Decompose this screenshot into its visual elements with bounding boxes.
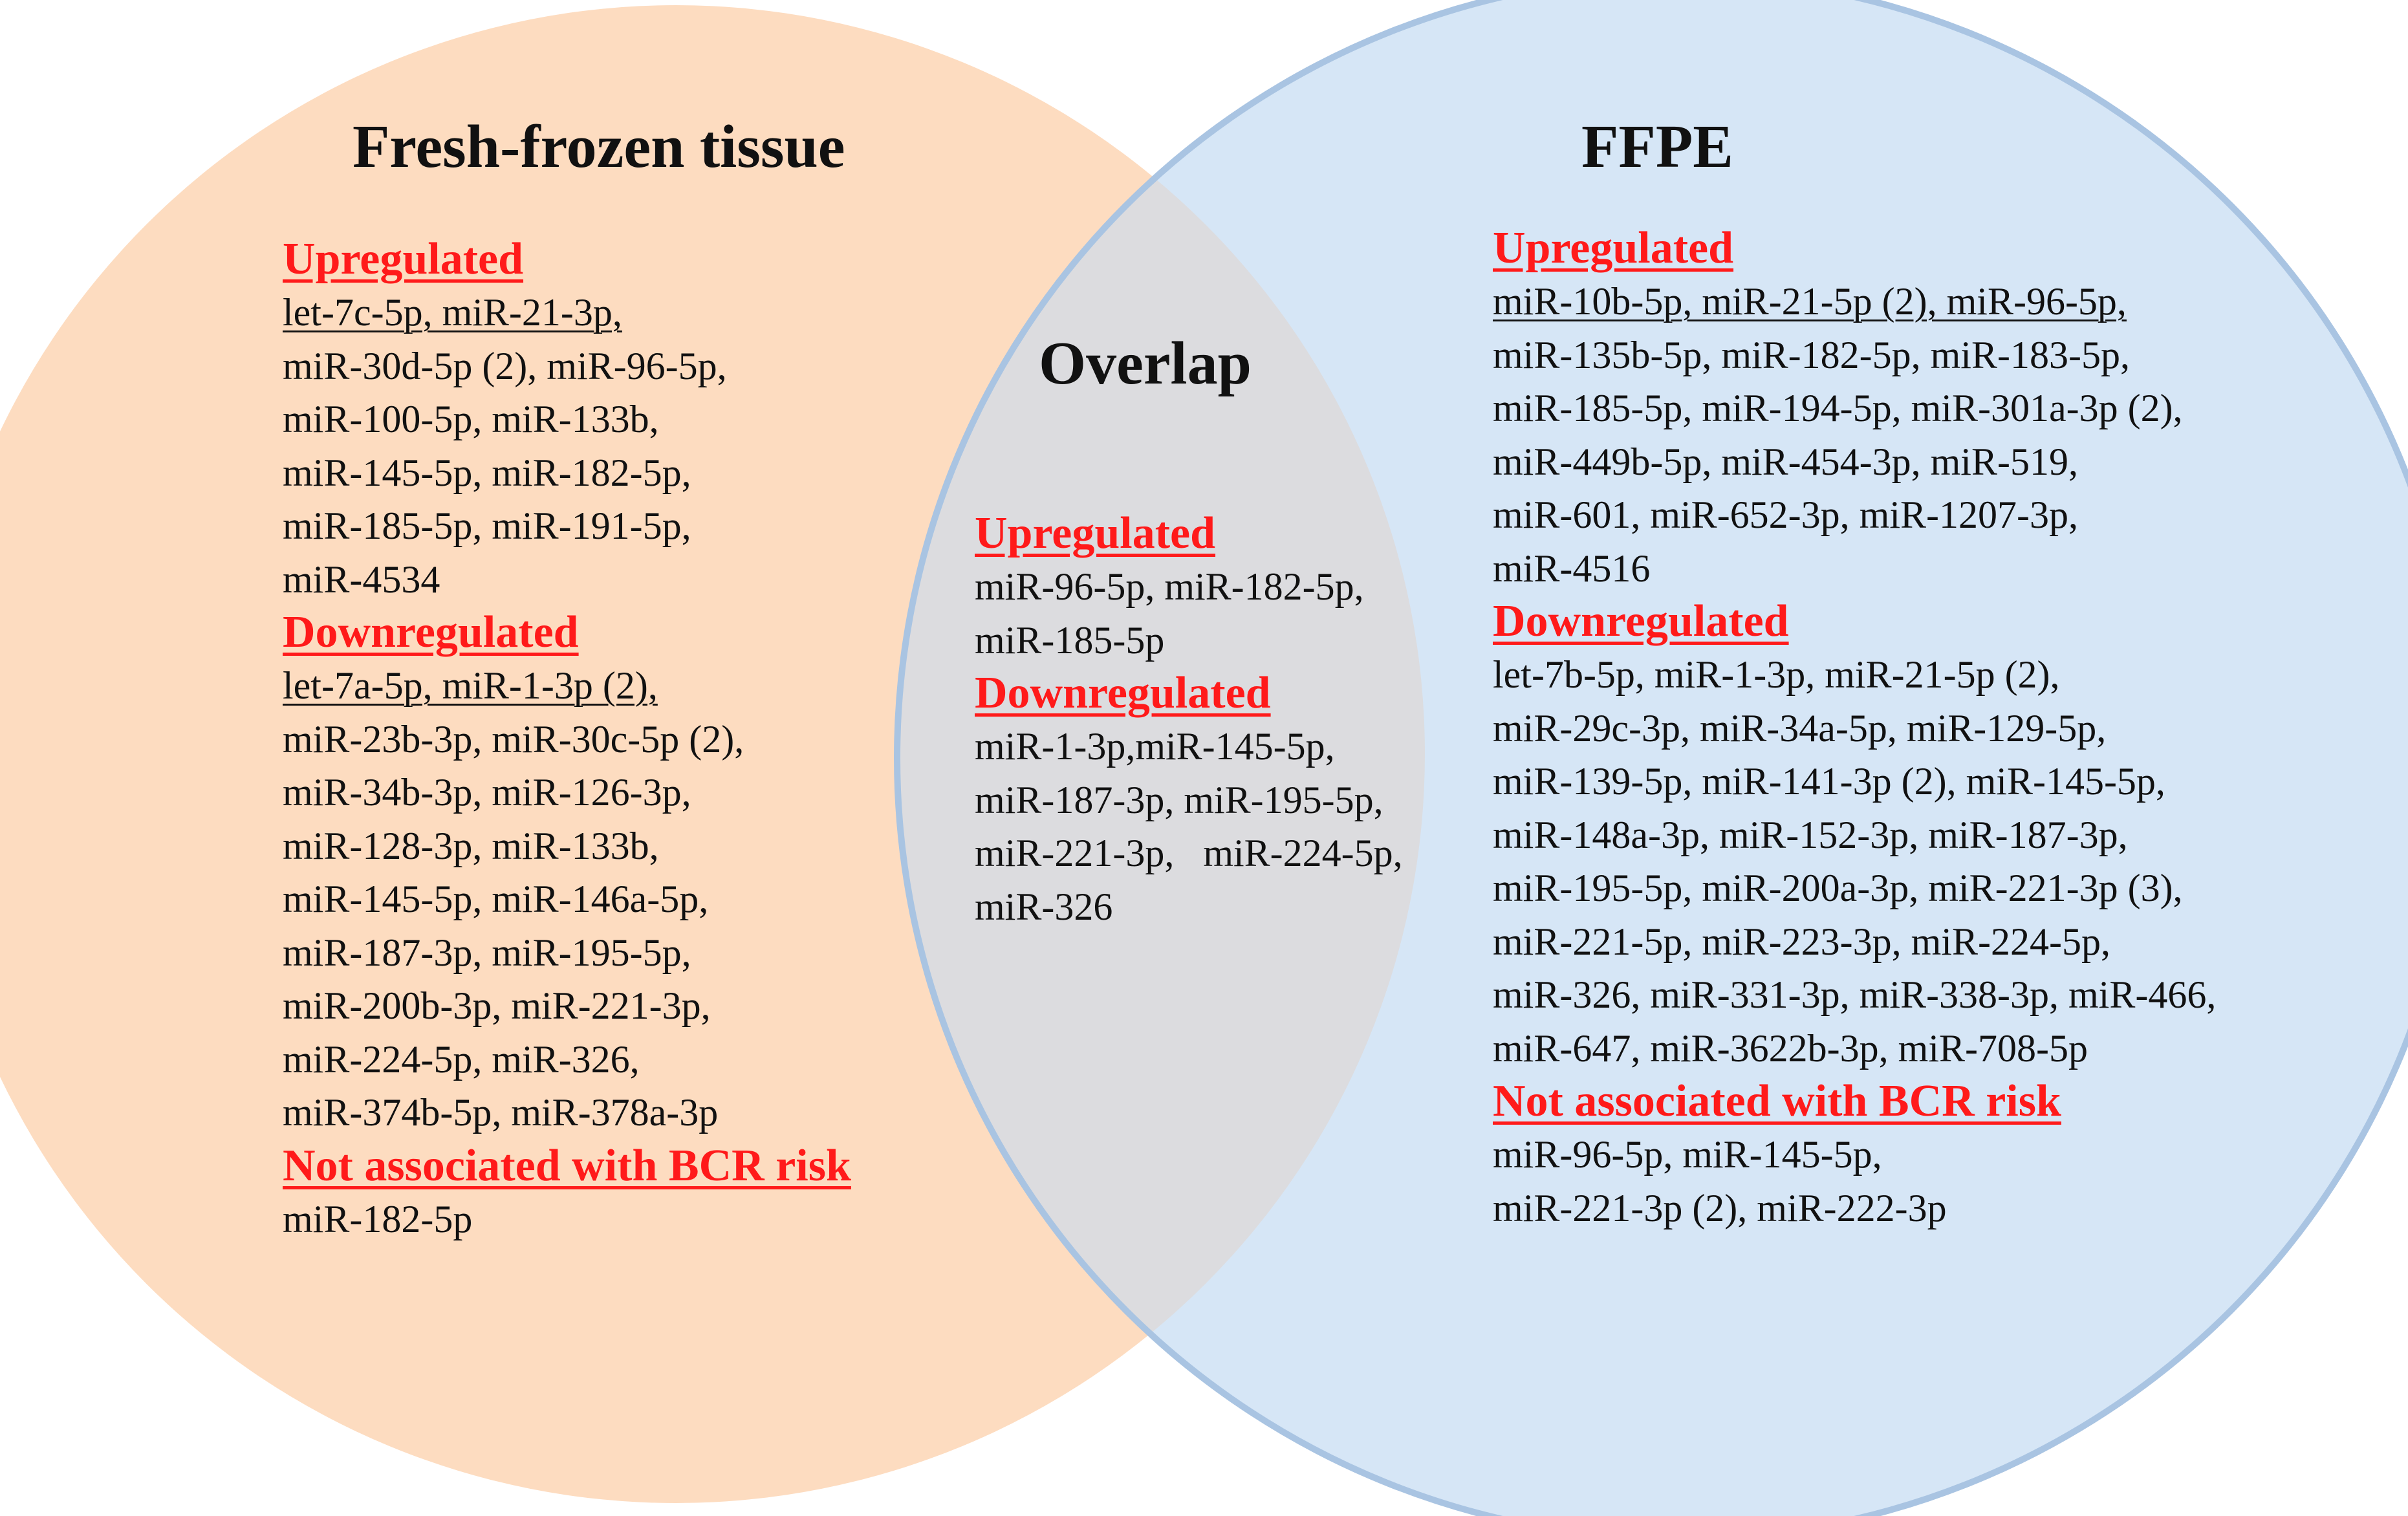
ffpe-circle-outline: [894, 0, 2408, 1516]
mirna-line: miR-449b-5p, miR-454-3p, miR-519,: [1493, 440, 2078, 483]
mirna-line: miR-23b-3p, miR-30c-5p (2),: [283, 717, 744, 761]
mirna-line: miR-187-3p, miR-195-5p,: [283, 931, 691, 974]
mirna-line: miR-30d-5p (2), miR-96-5p,: [283, 344, 727, 387]
mirna-line: miR-100-5p, miR-133b,: [283, 398, 659, 440]
ffpe-column: Upregulated miR-10b-5p, miR-21-5p (2), m…: [1493, 222, 2216, 1235]
mirna-line: miR-148a-3p, miR-152-3p, miR-187-3p,: [1493, 813, 2128, 856]
fresh-upregulated-list: let-7c-5p, miR-21-3p, miR-30d-5p (2), miR…: [283, 286, 851, 606]
mirna-line: miR-96-5p, miR-182-5p,: [975, 565, 1364, 608]
mirna-line: miR-1-3p,miR-145-5p,: [975, 725, 1335, 768]
mirna-line: miR-374b-5p, miR-378a-3p: [283, 1091, 719, 1134]
mirna-line: miR-187-3p, miR-195-5p,: [975, 778, 1383, 821]
mirna-line: miR-128-3p, miR-133b,: [283, 824, 659, 867]
mirna-line: miR-182-5p: [283, 1197, 473, 1240]
ffpe-downregulated-heading: Downregulated: [1493, 596, 1789, 646]
overlap-upregulated-list: miR-96-5p, miR-182-5p, miR-185-5p: [975, 560, 1403, 667]
mirna-line: miR-10b-5p, miR-21-5p (2), miR-96-5p,: [1493, 280, 2127, 323]
mirna-line: miR-96-5p, miR-145-5p,: [1493, 1133, 1882, 1176]
ffpe-downregulated-list: let-7b-5p, miR-1-3p, miR-21-5p (2), miR-2…: [1493, 648, 2216, 1075]
ffpe-not-associated-list: miR-96-5p, miR-145-5p, miR-221-3p (2), mi…: [1493, 1128, 2216, 1235]
fresh-frozen-title: Fresh-frozen tissue: [353, 113, 845, 180]
fresh-frozen-column: Upregulated let-7c-5p, miR-21-3p, miR-30d…: [283, 233, 851, 1246]
mirna-line: miR-200b-3p, miR-221-3p,: [283, 984, 711, 1027]
fresh-downregulated-list: let-7a-5p, miR-1-3p (2), miR-23b-3p, miR-…: [283, 659, 851, 1140]
mirna-line: miR-185-5p, miR-194-5p, miR-301a-3p (2),: [1493, 387, 2183, 429]
fresh-downregulated-heading: Downregulated: [283, 607, 579, 657]
fresh-not-associated-list: miR-182-5p: [283, 1193, 851, 1246]
overlap-column: Upregulated miR-96-5p, miR-182-5p, miR-18…: [975, 507, 1403, 933]
mirna-line: miR-34b-3p, miR-126-3p,: [283, 771, 691, 814]
overlap-region: [897, 5, 1425, 1503]
overlap-title: Overlap: [1039, 330, 1252, 397]
mirna-line: let-7c-5p, miR-21-3p,: [283, 291, 622, 334]
mirna-line: miR-221-5p, miR-223-3p, miR-224-5p,: [1493, 920, 2110, 963]
fresh-not-associated-heading: Not associated with BCR risk: [283, 1140, 851, 1191]
mirna-line: miR-221-3p (2), miR-222-3p: [1493, 1186, 1947, 1229]
overlap-upregulated-heading: Upregulated: [975, 508, 1216, 558]
mirna-line: miR-326: [975, 885, 1113, 928]
mirna-line: miR-647, miR-3622b-3p, miR-708-5p: [1493, 1026, 2088, 1070]
mirna-line: miR-4516: [1493, 547, 1651, 590]
ffpe-upregulated-heading: Upregulated: [1493, 223, 1734, 273]
ffpe-upregulated-list: miR-10b-5p, miR-21-5p (2), miR-96-5p, miR…: [1493, 275, 2216, 595]
mirna-line: miR-139-5p, miR-141-3p (2), miR-145-5p,: [1493, 760, 2165, 803]
mirna-line: let-7b-5p, miR-1-3p, miR-21-5p (2),: [1493, 653, 2060, 696]
ffpe-not-associated-heading: Not associated with BCR risk: [1493, 1076, 2061, 1126]
mirna-line: miR-195-5p, miR-200a-3p, miR-221-3p (3),: [1493, 867, 2183, 909]
mirna-line: let-7a-5p, miR-1-3p (2),: [283, 664, 658, 707]
mirna-line: miR-224-5p, miR-326,: [283, 1037, 640, 1081]
mirna-line: miR-185-5p, miR-191-5p,: [283, 504, 691, 547]
mirna-line: miR-601, miR-652-3p, miR-1207-3p,: [1493, 493, 2078, 536]
mirna-line: miR-135b-5p, miR-182-5p, miR-183-5p,: [1493, 333, 2130, 376]
mirna-line: miR-145-5p, miR-182-5p,: [283, 451, 691, 494]
overlap-downregulated-list: miR-1-3p,miR-145-5p, miR-187-3p, miR-195-…: [975, 720, 1403, 933]
ffpe-title: FFPE: [1581, 113, 1733, 180]
mirna-line: miR-29c-3p, miR-34a-5p, miR-129-5p,: [1493, 706, 2107, 750]
mirna-line: miR-221-3p, miR-224-5p,: [975, 832, 1403, 874]
mirna-line: miR-4534: [283, 558, 440, 601]
mirna-line: miR-326, miR-331-3p, miR-338-3p, miR-466…: [1493, 973, 2217, 1016]
fresh-upregulated-heading: Upregulated: [283, 234, 524, 284]
overlap-downregulated-heading: Downregulated: [975, 668, 1271, 718]
mirna-line: miR-145-5p, miR-146a-5p,: [283, 878, 709, 920]
mirna-line: miR-185-5p: [975, 618, 1165, 662]
